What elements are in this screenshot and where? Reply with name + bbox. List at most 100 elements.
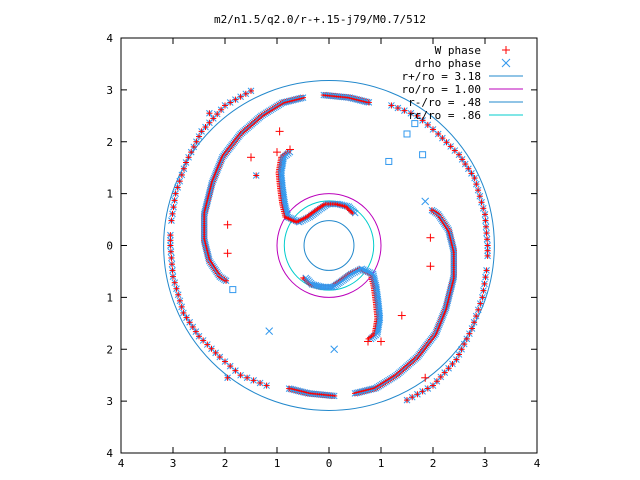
w-phase-point (223, 249, 232, 258)
w-phase-point (223, 277, 230, 284)
w-phase-point (175, 291, 182, 298)
w-phase-point (426, 262, 435, 271)
w-phase-point (477, 300, 484, 307)
legend-swatch (501, 58, 511, 68)
drho-phase-point (349, 269, 357, 277)
y-tick-label: 2 (106, 136, 113, 149)
drho-phase-point (358, 265, 366, 273)
w-phase-point (170, 204, 177, 211)
w-phase-point (222, 102, 228, 109)
w-phase-point (445, 365, 452, 372)
w-phase-point (170, 273, 176, 280)
w-phase-point (176, 297, 183, 304)
w-phase-point (483, 230, 490, 237)
w-phase-point (482, 211, 488, 218)
w-phase-point (247, 153, 255, 162)
w-phase-point (257, 379, 264, 386)
w-phase-point (227, 99, 234, 106)
x-tick-label: 2 (222, 457, 229, 470)
w-phase-point (424, 385, 431, 392)
w-phase-point (475, 187, 482, 194)
w-phase-point (206, 119, 213, 126)
w-phase-point (407, 110, 414, 117)
reference-circle (276, 193, 382, 298)
legend-label: drho phase (415, 57, 481, 70)
drho-phase-point (354, 267, 362, 274)
w-phase-point (482, 274, 489, 281)
w-phase-point (169, 267, 176, 274)
w-phase-point (364, 337, 372, 346)
w-phase-point (206, 110, 213, 117)
w-phase-point (469, 325, 475, 332)
w-phase-point (483, 267, 490, 274)
w-phase-point (478, 199, 485, 206)
w-phase-point (222, 358, 228, 365)
w-phase-point (275, 127, 284, 136)
w-phase-point (218, 106, 225, 113)
drho-phase-point (265, 327, 274, 335)
reference-circle (283, 200, 375, 291)
y-tick-label: 1 (106, 188, 113, 201)
y-tick-label: 0 (106, 240, 113, 253)
w-phase-point (449, 360, 456, 367)
x-tick-label: 0 (326, 457, 333, 470)
w-phase-point (169, 210, 176, 217)
w-phase-point (168, 261, 175, 268)
x-tick-label: 3 (482, 457, 489, 470)
w-phase-point (167, 248, 174, 255)
drho-phase-point (302, 274, 310, 282)
drho-phase-point (353, 268, 360, 275)
w-phase-point (171, 279, 178, 286)
w-phase-point (424, 121, 431, 128)
y-tick-label: 3 (106, 395, 113, 408)
drho-phase-point (385, 157, 393, 165)
w-phase-point (244, 374, 251, 381)
w-phase-point (168, 217, 175, 224)
chart-title: m2/n1.5/q2.0/r-+.15-j79/M0.7/512 (214, 13, 426, 26)
w-phase-point (214, 111, 221, 118)
w-phase-point (484, 252, 491, 259)
y-tick-label: 4 (106, 32, 113, 45)
y-tick-label: 3 (106, 84, 113, 97)
x-tick-label: 4 (118, 457, 125, 470)
w-phase-point (451, 147, 458, 154)
w-phase-point (365, 99, 372, 106)
w-phase-point (388, 102, 395, 109)
w-phase-point (210, 115, 217, 122)
w-phase-point (428, 207, 435, 214)
drho-phase-point (229, 286, 237, 294)
drho-phase-point (364, 268, 372, 276)
w-phase-point (484, 247, 491, 254)
w-phase-point (178, 171, 185, 178)
drho-phase-point (310, 281, 318, 289)
w-phase-point (397, 311, 406, 320)
legend-label: ro/ro = 1.00 (402, 83, 481, 96)
x-tick-label: 3 (170, 457, 177, 470)
w-phase-point (447, 143, 454, 150)
w-phase-point (173, 285, 180, 292)
y-tick-label: 4 (106, 447, 113, 460)
reference-circle (163, 80, 495, 411)
w-phase-point (437, 373, 444, 380)
w-phase-point (200, 337, 207, 344)
w-phase-point (178, 303, 185, 310)
legend-label: W phase (435, 44, 481, 57)
w-phase-point (202, 124, 209, 131)
w-phase-point (443, 139, 450, 146)
w-phase-point (401, 107, 408, 114)
w-phase-point (286, 145, 294, 154)
reference-circles (163, 80, 495, 411)
w-phase-point (473, 181, 480, 188)
w-phase-point (394, 105, 401, 112)
w-phase-point (426, 233, 435, 242)
w-phase-point (480, 287, 487, 294)
w-phase-point (482, 217, 489, 224)
drho-phase-point (330, 345, 339, 354)
w-phase-point (172, 190, 179, 197)
w-phase-point (484, 242, 491, 249)
w-phase-point (227, 363, 234, 370)
w-phase-point (180, 309, 187, 316)
w-phase-point (439, 135, 446, 142)
